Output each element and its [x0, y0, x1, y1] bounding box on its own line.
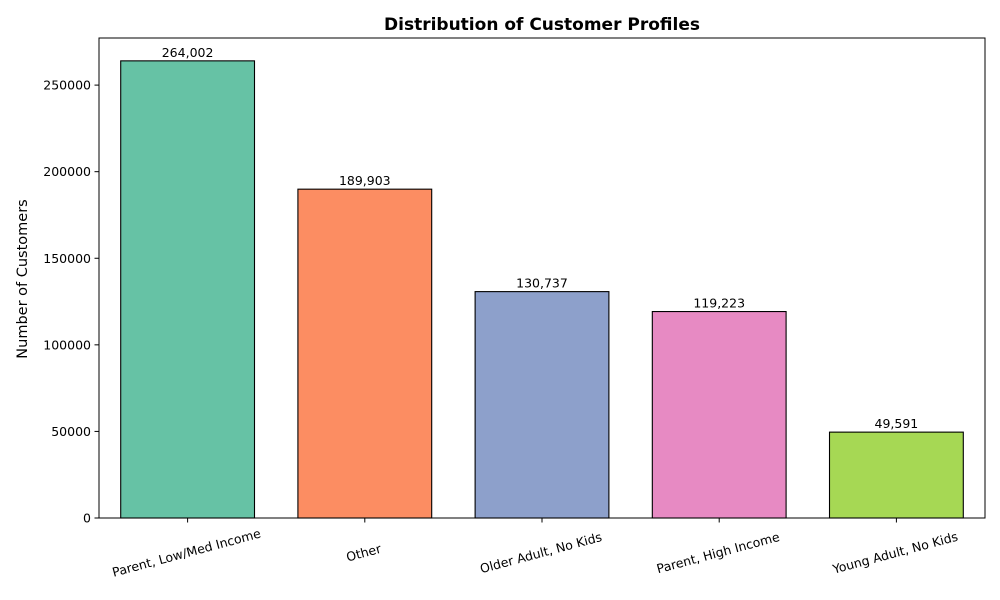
y-tick-label: 100000 — [43, 337, 91, 352]
y-tick-label: 200000 — [43, 164, 91, 179]
y-tick-label: 50000 — [51, 424, 91, 439]
x-tick-label: Young Adult, No Kids — [830, 529, 959, 577]
bar-value-label: 189,903 — [339, 173, 391, 188]
y-axis-label: Number of Customers — [15, 199, 31, 358]
bar-value-label: 119,223 — [693, 296, 745, 311]
chart-title: Distribution of Customer Profiles — [384, 15, 700, 35]
bar — [120, 60, 256, 519]
axes-frame — [98, 37, 986, 519]
bar — [651, 310, 787, 519]
y-tick-label: 150000 — [43, 251, 91, 266]
bar-value-label: 49,591 — [875, 416, 919, 431]
bar — [828, 431, 964, 519]
plot-area: 264,002 189,903 130,737 119,223 49,591 0 50000… — [43, 37, 986, 580]
x-tick-label: Parent, Low/Med Income — [111, 526, 263, 580]
x-tick-label: Older Adult, No Kids — [478, 529, 603, 576]
bar-value-label: 130,737 — [516, 276, 568, 291]
x-tick-label: Parent, High Income — [655, 529, 782, 576]
bar-value-label: 264,002 — [162, 45, 214, 60]
x-tick-label: Other — [345, 541, 384, 565]
bar — [297, 188, 433, 519]
y-tick-label: 250000 — [43, 78, 91, 93]
bar — [474, 291, 610, 519]
y-tick-label: 0 — [83, 511, 91, 526]
